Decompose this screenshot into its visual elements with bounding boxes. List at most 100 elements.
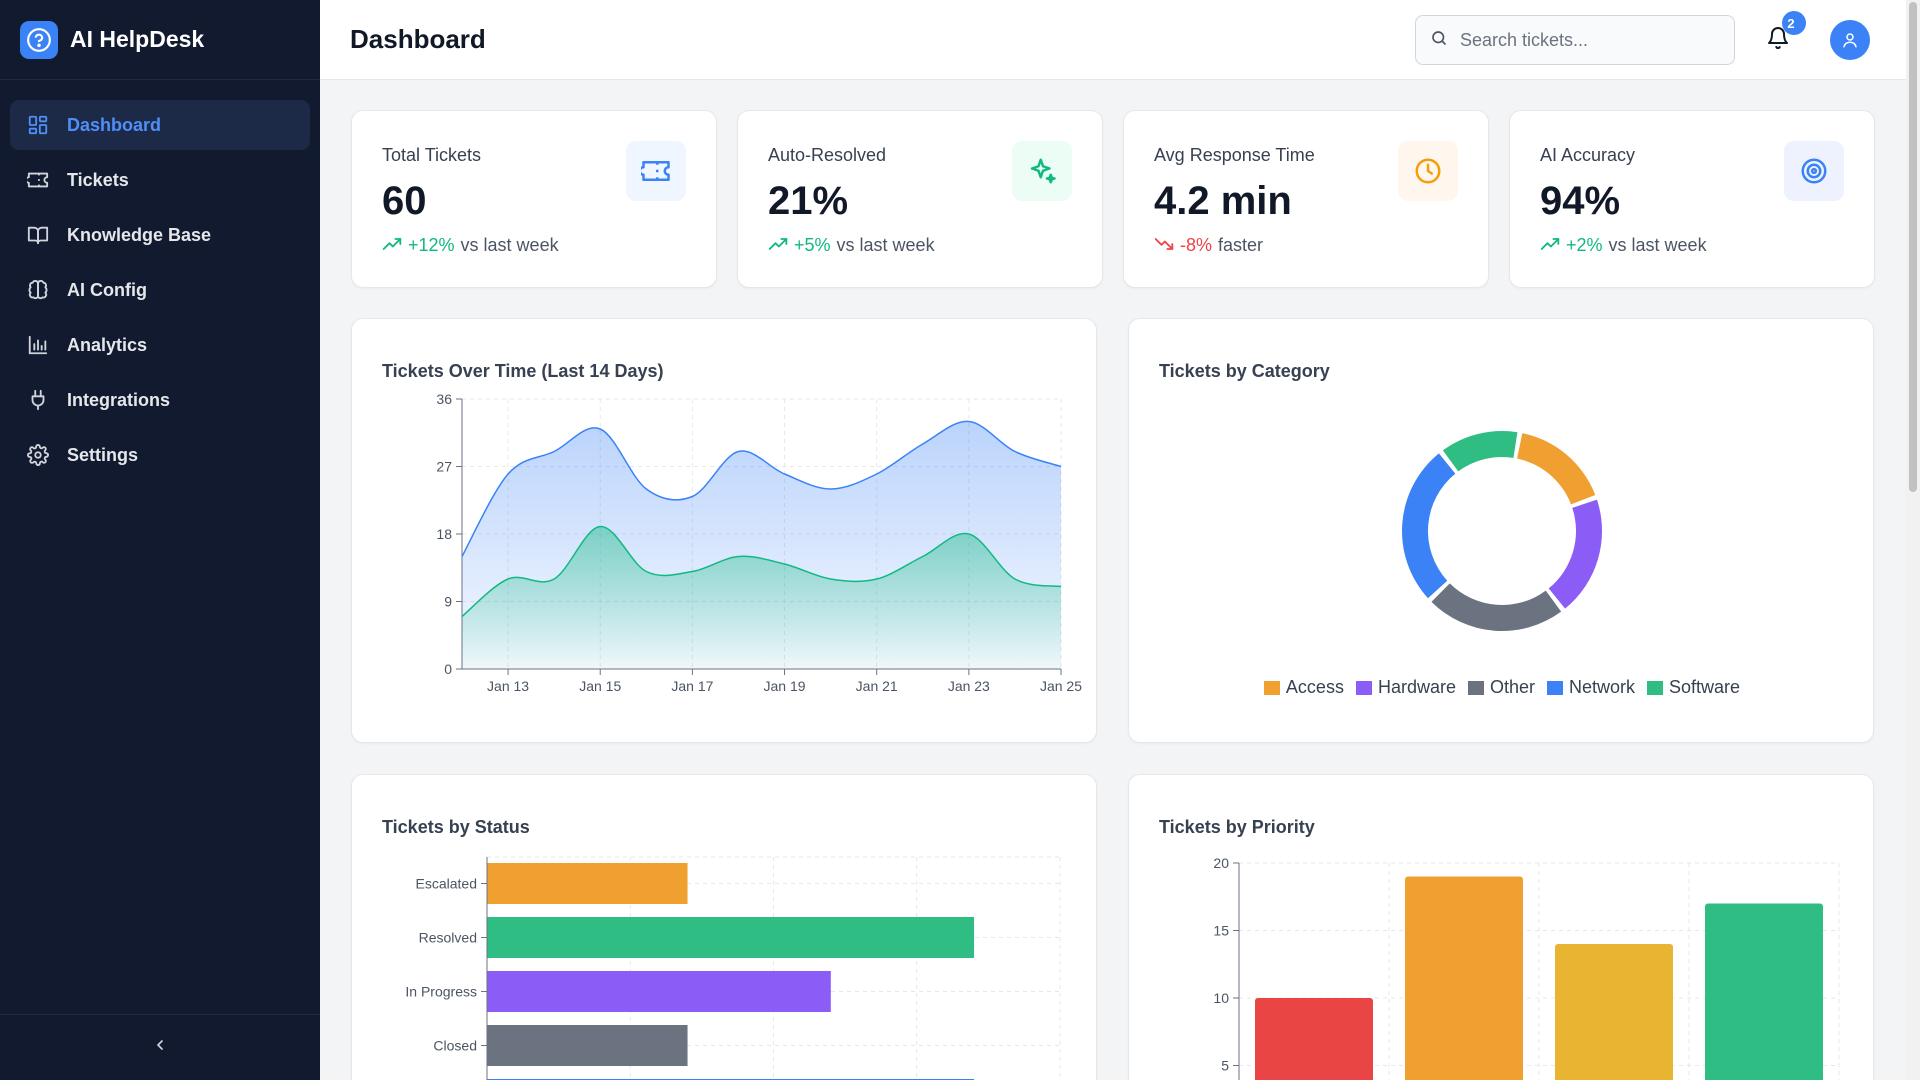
scrollbar-thumb[interactable] — [1909, 2, 1917, 492]
tickets-by-status-card: Tickets by Status Escalated Resolved In Pr… — [351, 774, 1097, 1080]
page-scrollbar[interactable] — [1906, 0, 1920, 1080]
legend-label: Hardware — [1377, 677, 1456, 697]
data-point — [736, 450, 740, 454]
sidebar-item-label: Analytics — [67, 334, 148, 355]
data-point — [552, 577, 556, 581]
y-tick-label: 20 — [1213, 855, 1229, 871]
data-point — [967, 532, 971, 536]
y-tick-label: In Progress — [405, 984, 477, 1000]
x-tick-label: Jan 21 — [856, 678, 898, 694]
stat-value: 94% — [1540, 179, 1621, 223]
pie-slice-access — [1517, 433, 1596, 505]
dashboard-grid-icon — [26, 113, 50, 137]
legend-item[interactable]: Other — [1467, 677, 1535, 698]
data-point — [875, 472, 879, 476]
sidebar-item-knowledge-base[interactable]: Knowledge Base — [10, 210, 310, 260]
sidebar-item-dashboard[interactable]: Dashboard — [10, 100, 310, 150]
data-point — [1013, 450, 1017, 454]
sidebar-item-ai-config[interactable]: AI Config — [10, 265, 310, 315]
sparkles-icon — [1012, 141, 1072, 201]
data-point — [598, 525, 602, 529]
avatar[interactable] — [1830, 20, 1870, 60]
series-area-1 — [462, 526, 1061, 669]
y-tick-label: 36 — [436, 391, 452, 407]
tickets-by-category-card: Tickets by Category Access Hardware Other N… — [1128, 318, 1874, 743]
stat-card-total-tickets[interactable]: Total Tickets 60 +12% vs last week — [351, 110, 717, 288]
bar-escalated — [487, 863, 688, 904]
legend-item[interactable]: Software — [1647, 677, 1740, 698]
ticket-icon — [626, 141, 686, 201]
data-point — [506, 472, 510, 476]
chart-title: Tickets by Status — [382, 817, 530, 837]
brand[interactable]: AI HelpDesk — [0, 0, 320, 80]
stat-suffix: vs last week — [1608, 235, 1707, 255]
legend-swatch — [1647, 680, 1664, 695]
chart-legend: Access Hardware Other Network Software — [1129, 677, 1875, 698]
stat-title: Auto-Resolved — [768, 145, 887, 165]
data-point — [506, 577, 510, 581]
x-tick-label: Jan 19 — [764, 678, 806, 694]
data-point — [1013, 577, 1017, 581]
page-title: Dashboard — [350, 24, 486, 54]
data-point — [690, 570, 694, 574]
data-point — [783, 562, 787, 566]
legend-label: Access — [1285, 677, 1344, 697]
plug-icon — [26, 388, 50, 412]
sidebar-item-integrations[interactable]: Integrations — [10, 375, 310, 425]
target-icon — [1784, 141, 1844, 201]
stat-card-avg-response-time[interactable]: Avg Response Time 4.2 min -8% faster — [1123, 110, 1489, 288]
legend-swatch — [1355, 680, 1372, 695]
sidebar-item-analytics[interactable]: Analytics — [10, 320, 310, 370]
chart-title: Tickets by Category — [1159, 361, 1330, 381]
legend-item[interactable]: Network — [1547, 677, 1635, 698]
stat-card-ai-accuracy[interactable]: AI Accuracy 94% +2% vs last week — [1509, 110, 1875, 288]
bar-critical — [1255, 998, 1373, 1080]
sidebar-item-settings[interactable]: Settings — [10, 430, 310, 480]
y-tick-label: 9 — [444, 594, 452, 610]
bell-icon[interactable] — [1766, 26, 1794, 54]
series-line-0 — [461, 420, 1062, 557]
legend-item[interactable]: Access — [1263, 677, 1344, 698]
legend-swatch — [1547, 680, 1564, 695]
series-line-1 — [461, 525, 1062, 618]
search-icon — [1430, 29, 1448, 52]
legend-swatch — [1467, 680, 1484, 695]
x-tick-label: Jan 15 — [579, 678, 621, 694]
y-tick-label: 18 — [436, 526, 452, 542]
tickets-by-priority-chart: 5 10 15 20 — [1213, 855, 1840, 1080]
bar-closed — [487, 1025, 688, 1066]
legend-item[interactable]: Hardware — [1355, 677, 1456, 698]
sidebar-item-label: Tickets — [67, 169, 129, 190]
trend-down-icon — [1154, 235, 1174, 256]
data-point — [644, 487, 648, 491]
clock-icon — [1398, 141, 1458, 201]
stat-title: Total Tickets — [382, 145, 482, 165]
stat-trend: -8% faster — [1154, 235, 1263, 256]
sidebar-item-tickets[interactable]: Tickets — [10, 155, 310, 205]
chart-title: Tickets Over Time (Last 14 Days) — [382, 361, 664, 381]
stat-title: AI Accuracy — [1540, 145, 1636, 165]
trend-up-icon — [1540, 235, 1560, 256]
app-name: AI HelpDesk — [70, 26, 205, 52]
book-icon — [26, 223, 50, 247]
stat-suffix: vs last week — [836, 235, 935, 255]
tickets-by-category-chart — [1402, 431, 1602, 631]
data-point — [829, 577, 833, 581]
x-tick-label: Jan 13 — [487, 678, 529, 694]
stat-delta: -8% — [1180, 235, 1213, 255]
sidebar-item-label: Integrations — [67, 389, 171, 410]
sidebar-item-label: AI Config — [67, 279, 147, 300]
search-input[interactable]: Search tickets... — [1415, 15, 1735, 65]
x-tick-label: Jan 17 — [671, 678, 713, 694]
data-point — [690, 495, 694, 499]
sidebar-collapse-button[interactable] — [0, 1014, 320, 1080]
stat-card-auto-resolved[interactable]: Auto-Resolved 21% +5% vs last week — [737, 110, 1103, 288]
pie-slice-network — [1402, 453, 1456, 599]
data-point — [829, 487, 833, 491]
stat-value: 4.2 min — [1154, 179, 1292, 223]
stat-suffix: vs last week — [460, 235, 559, 255]
bar-in-progress — [487, 971, 831, 1012]
stat-trend: +12% vs last week — [382, 235, 559, 256]
bar-medium — [1555, 944, 1673, 1080]
